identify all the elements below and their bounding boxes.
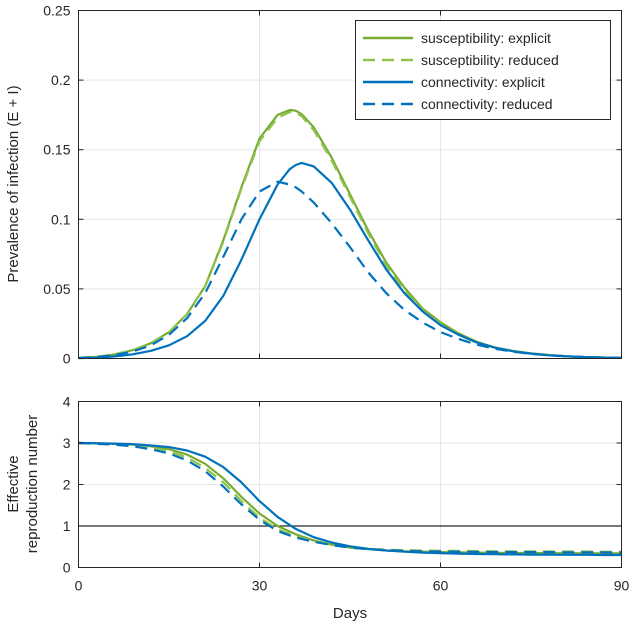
prevalence-y-tick-label-0.1: 0.1 — [51, 211, 71, 227]
legend-entry-connectivity-explicit: connectivity: explicit — [363, 74, 545, 90]
reproduction-series — [78, 441, 622, 557]
x-axis-label: Days — [333, 605, 367, 622]
legend: susceptibility: explicit susceptibility:… — [355, 20, 611, 120]
legend-label-connectivity-explicit: connectivity: explicit — [421, 74, 545, 90]
prevalence-panel: 0 0.05 0.1 0.15 0.2 0.25 Prevalence of infect… — [5, 3, 622, 367]
legend-label-susceptibility-reduced: susceptibility: reduced — [421, 52, 559, 68]
reproduction-series-connectivity-explicit — [78, 441, 622, 557]
reproduction-y-tick-label-1: 1 — [63, 518, 71, 534]
prevalence-axes: 0 0.05 0.1 0.15 0.2 0.25 — [43, 3, 622, 367]
prevalence-series — [78, 108, 622, 360]
reproduction-series-connectivity-reduced — [78, 441, 622, 554]
reproduction-panel: 0 30 60 90 0 1 2 3 4 Effective reproduction numb… — [5, 394, 629, 623]
legend-label-susceptibility-explicit: susceptibility: explicit — [421, 30, 551, 46]
reproduction-y-tick-label-2: 2 — [63, 477, 71, 493]
prevalence-y-tick-label-0.15: 0.15 — [43, 142, 70, 158]
reproduction-x-tick-label-60: 60 — [433, 578, 449, 594]
prevalence-y-tick-label-0.25: 0.25 — [43, 3, 70, 19]
reproduction-axes: 0 30 60 90 0 1 2 3 4 — [63, 394, 629, 594]
prevalence-y-tick-label-0.05: 0.05 — [43, 281, 70, 297]
legend-entry-connectivity-reduced: connectivity: reduced — [363, 96, 553, 112]
prevalence-series-connectivity-reduced — [78, 180, 622, 359]
legend-label-connectivity-reduced: connectivity: reduced — [421, 96, 553, 112]
reproduction-y-tick-label-0: 0 — [63, 560, 71, 576]
reproduction-y-tick-label-3: 3 — [63, 435, 71, 451]
prevalence-axes-box — [78, 10, 622, 359]
reproduction-axes-box — [78, 401, 622, 568]
legend-entry-susceptibility-explicit: susceptibility: explicit — [363, 30, 551, 46]
reproduction-y-axis-label-line1: Effective — [5, 455, 22, 512]
prevalence-y-tick-label-0: 0 — [63, 351, 71, 367]
reproduction-y-tick-label-4: 4 — [63, 394, 71, 410]
prevalence-y-axis-label: Prevalence of infection (E + I) — [5, 85, 22, 282]
reproduction-x-tick-label-90: 90 — [614, 578, 629, 594]
legend-entry-susceptibility-reduced: susceptibility: reduced — [363, 52, 559, 68]
prevalence-y-tick-label-0.2: 0.2 — [51, 72, 71, 88]
reproduction-x-tick-label-30: 30 — [252, 578, 268, 594]
reproduction-x-tick-label-0: 0 — [75, 578, 83, 594]
reproduction-y-axis-label-line2: reproduction number — [24, 415, 41, 553]
